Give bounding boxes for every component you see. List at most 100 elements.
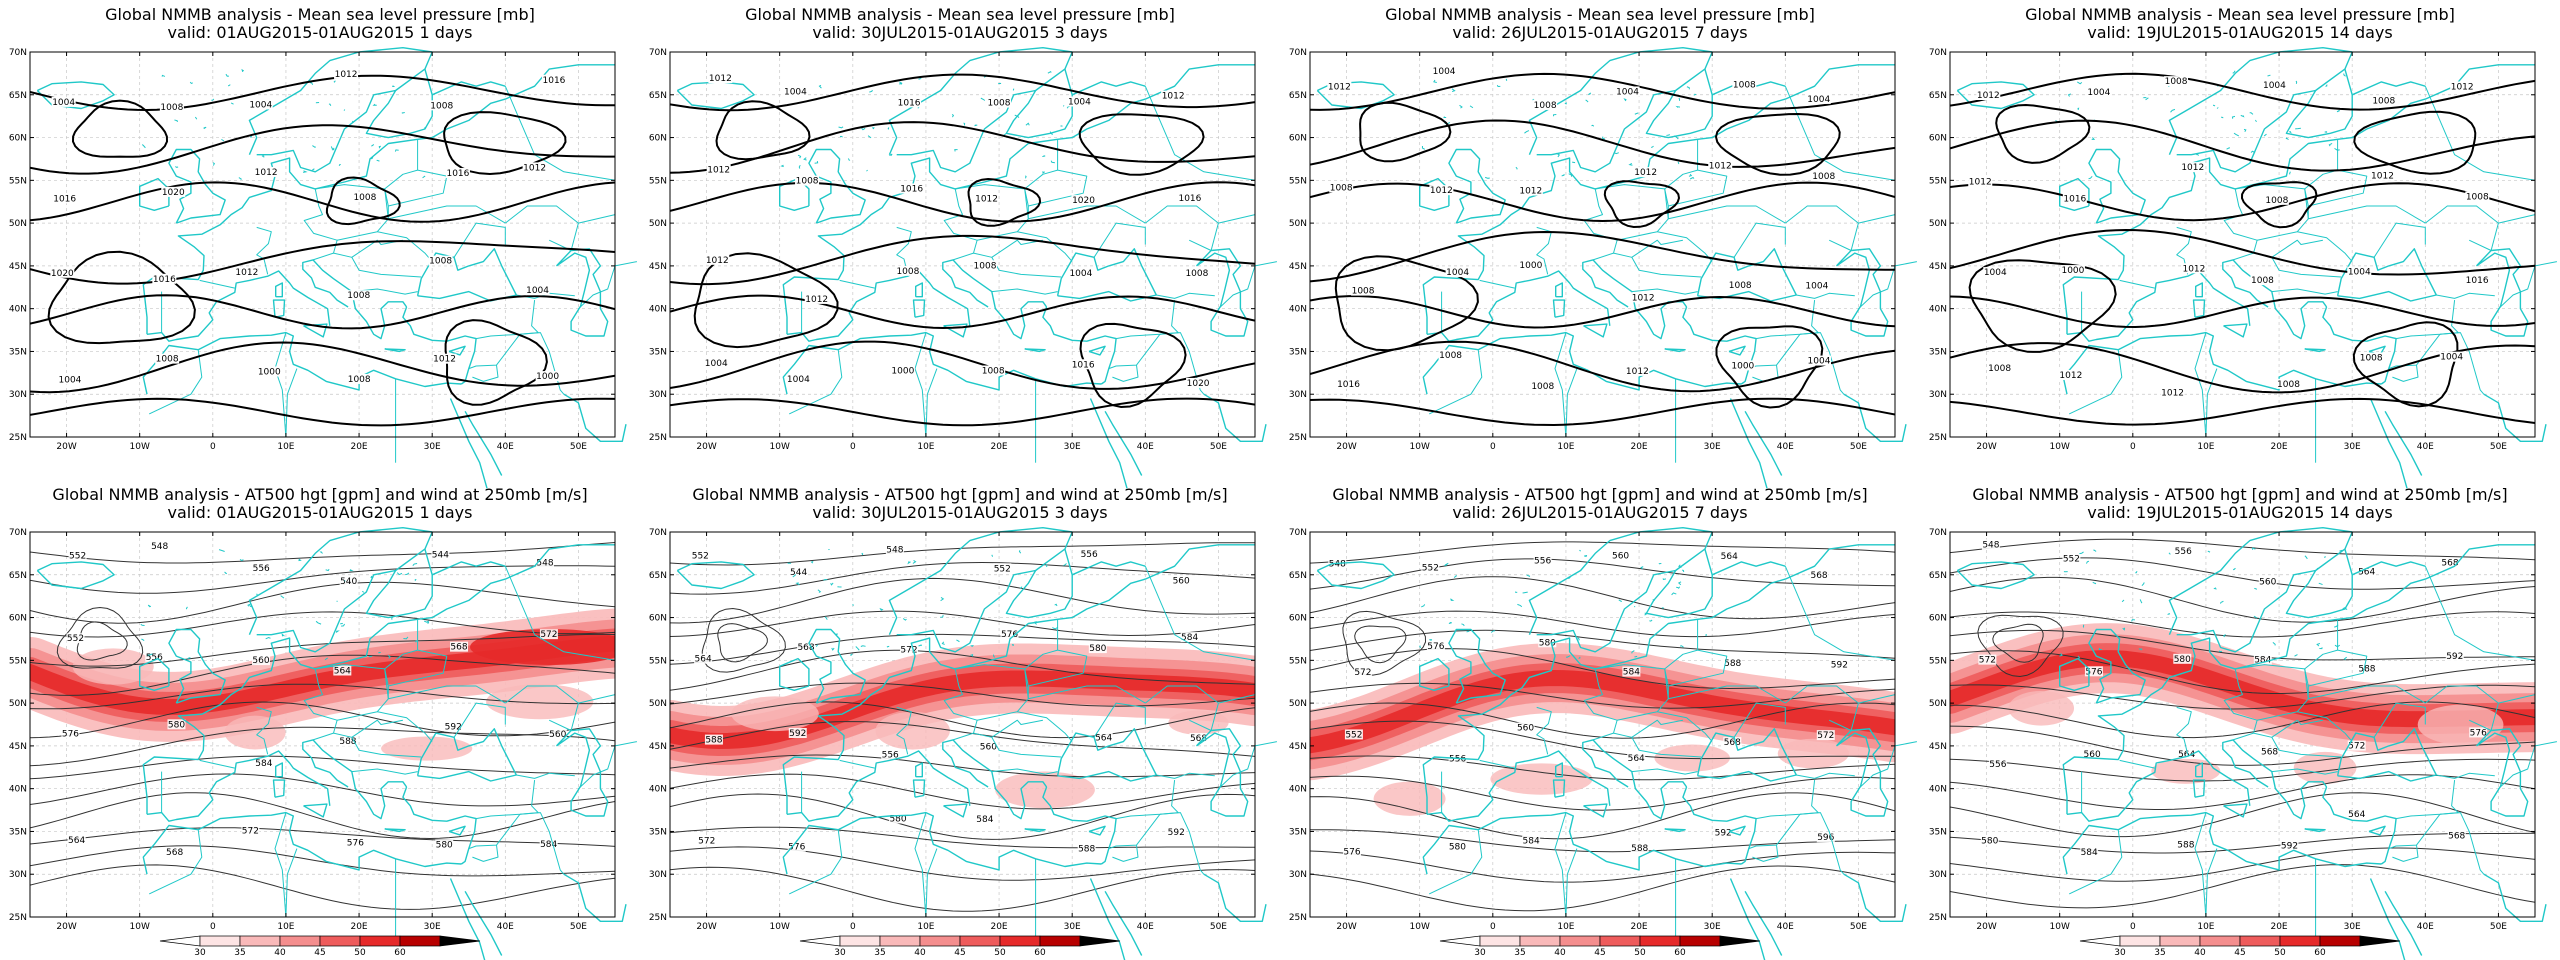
isobar-labels: 1012 1004 1008 1004 1008 1004 1008 1012 1012 1012… [1327, 65, 1836, 392]
lat-tick-label: 70N [1289, 528, 1307, 538]
isobar-label: 1020 [51, 269, 74, 279]
contour-labels: 548 552 556 560 564 568 572 576 580 584 588 592 556 5… [1978, 539, 2488, 858]
lon-tick-label: 40E [497, 922, 514, 932]
lon-tick-label: 0 [1490, 922, 1496, 932]
colorbar-label: 40 [2194, 948, 2206, 957]
colorbar-label: 60 [394, 948, 406, 957]
isobar-label: 1016 [898, 98, 921, 108]
colorbar-label: 60 [2314, 948, 2326, 957]
height-contours [670, 542, 1255, 912]
colorbar-segment [1519, 935, 1561, 947]
lon-tick-label: 30E [1064, 442, 1081, 452]
isobar-label: 1000 [2061, 266, 2084, 276]
isobar-label: 1016 [53, 194, 76, 204]
isobar-label: 1004 [526, 286, 549, 296]
lat-tick-label: 30N [1289, 390, 1307, 400]
colorbar-label: 50 [354, 948, 366, 957]
wind-colorbar: 30 35 40 45 50 60 [2079, 935, 2401, 957]
lat-tick-label: 45N [9, 262, 27, 272]
contour-label: 556 [1989, 760, 2006, 770]
isobar-label: 1008 [353, 193, 376, 203]
lat-tick-label: 40N [649, 785, 667, 795]
map-canvas: 552 544 548 552 556 560 564 568 572 576 580 584 588 5… [649, 527, 1277, 960]
contour-label: 588 [1724, 659, 1741, 669]
lat-tick-label: 65N [1929, 571, 1947, 581]
colorbar-segment [879, 935, 921, 947]
isobar-label: 1008 [974, 261, 997, 271]
isobar-label: 1000 [891, 367, 914, 377]
contour-label: 584 [1523, 837, 1540, 847]
contour-label: 576 [347, 838, 364, 848]
isobar-labels: 1012 1004 1008 1004 1008 1012 1012 1016 1012 1008… [1968, 76, 2490, 398]
contour-label: 588 [1078, 845, 1095, 855]
colorbar-segment [1479, 935, 1521, 947]
lat-tick-label: 70N [649, 48, 667, 58]
lat-tick-label: 45N [9, 742, 27, 752]
wind-speed-shading [30, 608, 615, 761]
lat-tick-label: 50N [649, 219, 667, 229]
panel-subtitle: valid: 01AUG2015-01AUG2015 1 days [167, 23, 473, 42]
colorbar-segment [159, 935, 201, 947]
contour-label: 560 [1517, 724, 1534, 734]
contour-label: 548 [1982, 541, 1999, 551]
plot-frame [1309, 531, 1896, 918]
contour-label: 548 [151, 542, 168, 552]
isobar-label: 1004 [1808, 357, 1831, 367]
lat-tick-label: 60N [9, 134, 27, 144]
isobar-label: 1004 [249, 100, 272, 110]
lat-tick-label: 55N [9, 176, 27, 186]
isobar-label: 1012 [1626, 367, 1649, 377]
lat-tick-label: 50N [9, 699, 27, 709]
lat-tick-label: 50N [649, 699, 667, 709]
colorbar-segment [2279, 935, 2321, 947]
contour-label: 564 [695, 655, 712, 665]
contour-label: 568 [450, 643, 467, 653]
isobar-label: 1008 [2265, 196, 2288, 206]
contour-label: 560 [549, 730, 566, 740]
isobar-labels: 1004 1008 1004 1012 1008 1016 1016 1020 1012 1008… [50, 68, 566, 385]
lat-tick-label: 40N [9, 305, 27, 315]
colorbar-segment [2079, 935, 2121, 947]
lat-tick-label: 40N [1289, 305, 1307, 315]
lat-tick-label: 25N [1289, 433, 1307, 443]
contour-label: 592 [1831, 661, 1848, 671]
colorbar-label: 45 [314, 948, 325, 957]
isobar-label: 1008 [2277, 380, 2300, 390]
colorbar-segment [1439, 935, 1481, 947]
isobar-label: 1012 [2059, 371, 2082, 381]
contour-label: 592 [445, 723, 462, 733]
colorbar-label: 35 [2154, 948, 2165, 957]
colorbar-segment [1039, 935, 1081, 947]
panel-title: Global NMMB analysis - AT500 hgt [gpm] a… [1972, 485, 2508, 504]
isobar-label: 1016 [1337, 380, 1360, 390]
lat-tick-label: 55N [1289, 656, 1307, 666]
colorbar-label: 50 [1634, 948, 1646, 957]
isobar-label: 1008 [430, 101, 453, 111]
lat-tick-label: 70N [1929, 48, 1947, 58]
lon-tick-label: 0 [1490, 442, 1496, 452]
contour-label: 576 [1001, 630, 1018, 640]
country-borders [1428, 566, 1917, 943]
isobar-label: 1012 [523, 163, 546, 173]
panel-title: Global NMMB analysis - Mean sea level pr… [745, 5, 1175, 24]
contour-label: 580 [1089, 644, 1106, 654]
lon-tick-label: 0 [210, 922, 216, 932]
lon-tick-label: 0 [210, 442, 216, 452]
isobar-label: 1008 [2251, 276, 2274, 286]
isobar-label: 1004 [52, 98, 75, 108]
contour-label: 588 [339, 737, 356, 747]
contour-label: 572 [1979, 656, 1996, 666]
colorbar-segment [839, 935, 881, 947]
wind-speed-shading [1950, 623, 2535, 784]
wind-speed-shading [670, 643, 1255, 809]
lat-tick-label: 30N [1289, 870, 1307, 880]
isobar-label: 1008 [796, 177, 819, 187]
isobar-label: 1004 [705, 359, 728, 369]
lon-tick-label: 20W [1336, 922, 1356, 932]
contour-label: 584 [255, 759, 272, 769]
isobar-label: 1008 [1729, 281, 1752, 291]
coastlines [676, 527, 1267, 960]
contour-label: 584 [2254, 656, 2271, 666]
plot-frame [29, 531, 616, 918]
isobar-label: 1008 [160, 103, 183, 113]
